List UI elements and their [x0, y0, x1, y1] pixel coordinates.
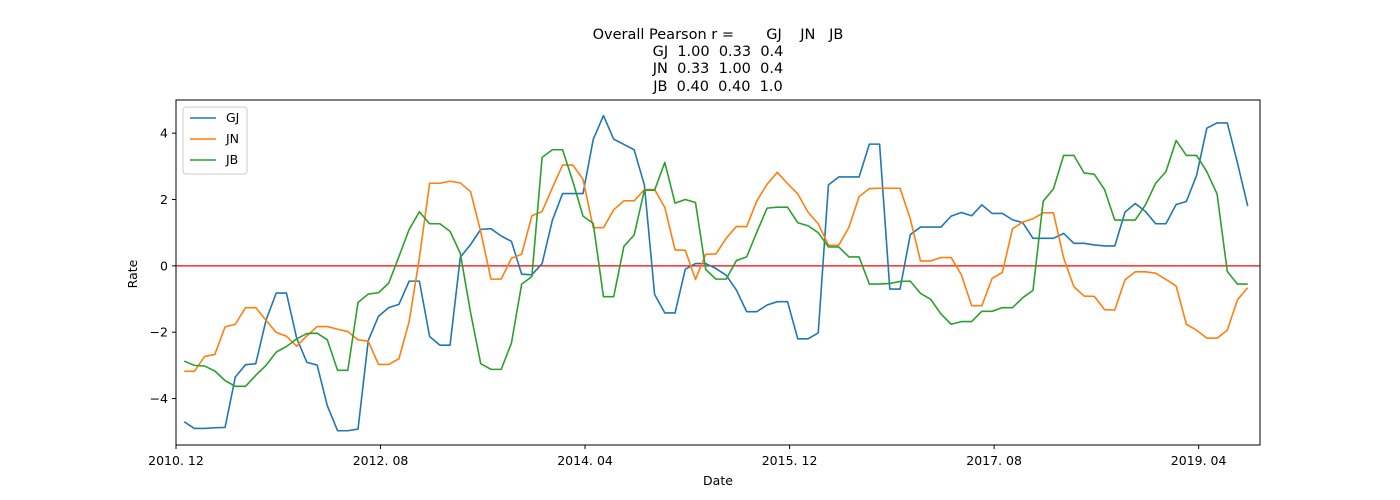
x-axis-ticks: 2010. 12 2012. 08 2014. 04 2015. 12 2017. 08…	[148, 445, 1227, 468]
x-tick-label: 2019. 04	[1171, 453, 1227, 468]
y-tick-label: 0	[160, 258, 168, 273]
y-tick-label: 2	[160, 192, 168, 207]
x-tick-label: 2017. 08	[966, 453, 1022, 468]
series-layer	[183, 114, 1249, 432]
x-axis-label: Date	[703, 473, 733, 488]
x-tick-label: 2012. 08	[353, 453, 409, 468]
series-line-jb	[183, 139, 1248, 388]
x-tick-label: 2015. 12	[762, 453, 818, 468]
x-tick-label: 2014. 04	[557, 453, 613, 468]
plot-frame	[175, 99, 1261, 446]
title-line-4: JB 0.40 0.40 1.0	[652, 79, 783, 95]
legend: GJ JN JB	[182, 106, 248, 175]
title-line-3: JN 0.33 1.00 0.4	[652, 61, 783, 77]
chart-title: Overall Pearson r = GJ JN JB GJ 1.00 0.3…	[593, 27, 844, 95]
legend-label-jn: JN	[225, 131, 239, 146]
plot-area	[176, 100, 1260, 445]
y-tick-label: 4	[160, 126, 168, 141]
y-tick-label: −4	[150, 391, 168, 406]
legend-label-gj: GJ	[226, 110, 239, 125]
y-axis-label: Rate	[125, 259, 140, 288]
title-line-2: GJ 1.00 0.33 0.4	[653, 44, 784, 60]
series-line-gj	[183, 114, 1249, 432]
y-tick-label: −2	[150, 325, 168, 340]
legend-box	[182, 106, 248, 175]
title-line-1: Overall Pearson r = GJ JN JB	[593, 27, 844, 43]
legend-label-jb: JB	[225, 152, 238, 167]
series-line-jn	[184, 164, 1249, 373]
x-tick-label: 2010. 12	[148, 453, 204, 468]
y-axis-ticks: −4 −2 0 2 4	[150, 126, 176, 406]
